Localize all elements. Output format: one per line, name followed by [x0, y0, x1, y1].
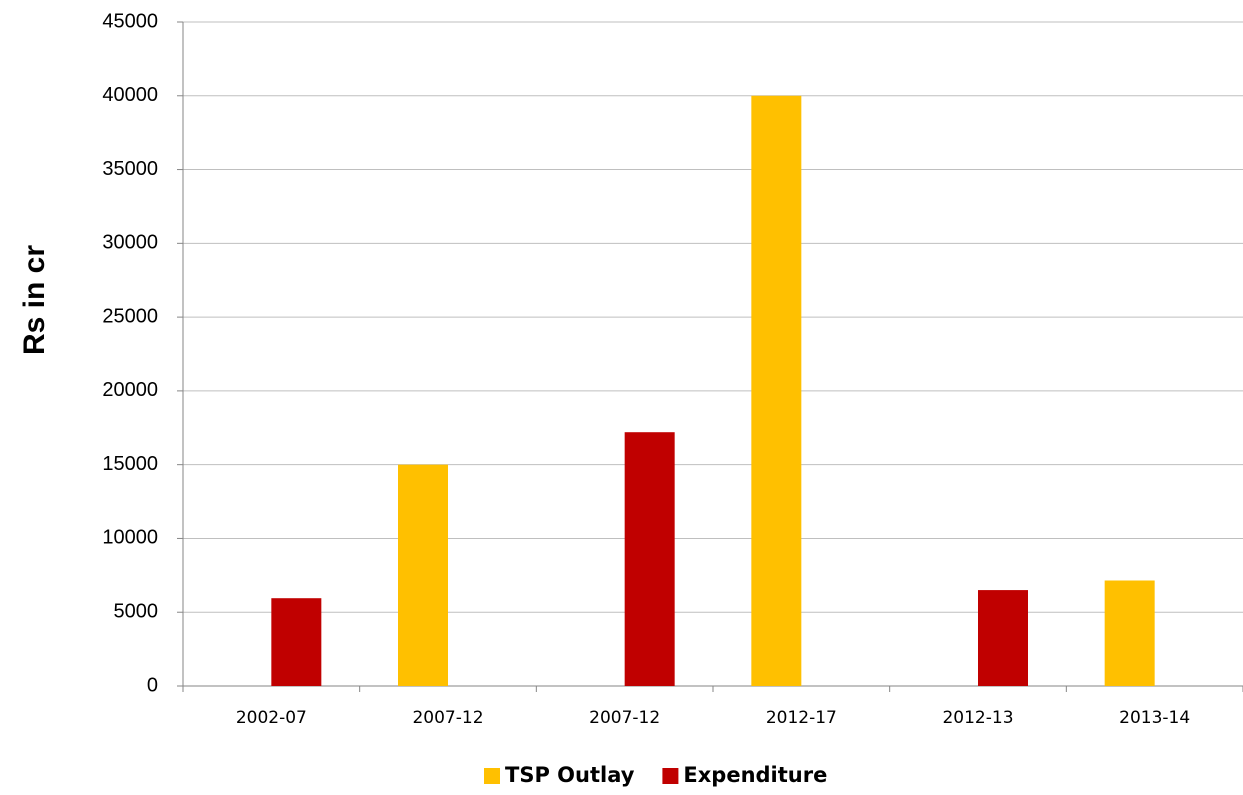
- bar: [1104, 580, 1155, 686]
- x-tick-label: 2007-12: [412, 708, 483, 728]
- y-tick-label: 10000: [102, 527, 158, 549]
- legend-label: TSP Outlay: [505, 763, 635, 787]
- y-tick-label: 0: [147, 674, 158, 696]
- y-tick-label: 45000: [102, 10, 158, 32]
- x-tick-label: 2012-13: [942, 708, 1013, 728]
- y-tick-label: 20000: [102, 379, 158, 401]
- bar: [751, 95, 802, 687]
- y-axis-title: Rs in cr: [18, 245, 51, 355]
- bar: [398, 464, 448, 686]
- y-tick-label: 40000: [102, 84, 158, 106]
- x-tick-label: 2013-14: [1119, 708, 1190, 728]
- x-tick-label: 2012-17: [766, 708, 837, 728]
- y-tick-label: 25000: [102, 305, 158, 327]
- y-tick-label: 15000: [102, 453, 158, 475]
- bar: [978, 590, 1028, 686]
- bar: [271, 598, 322, 686]
- y-tick-label: 30000: [102, 232, 158, 254]
- y-tick-label: 35000: [102, 158, 158, 180]
- x-tick-label: 2007-12: [589, 708, 660, 728]
- bar: [624, 432, 675, 686]
- legend-swatch: [662, 768, 679, 784]
- legend-swatch: [484, 768, 500, 784]
- legend-label: Expenditure: [683, 763, 827, 787]
- y-tick-label: 5000: [114, 601, 159, 623]
- x-tick-label: 2002-07: [236, 708, 307, 728]
